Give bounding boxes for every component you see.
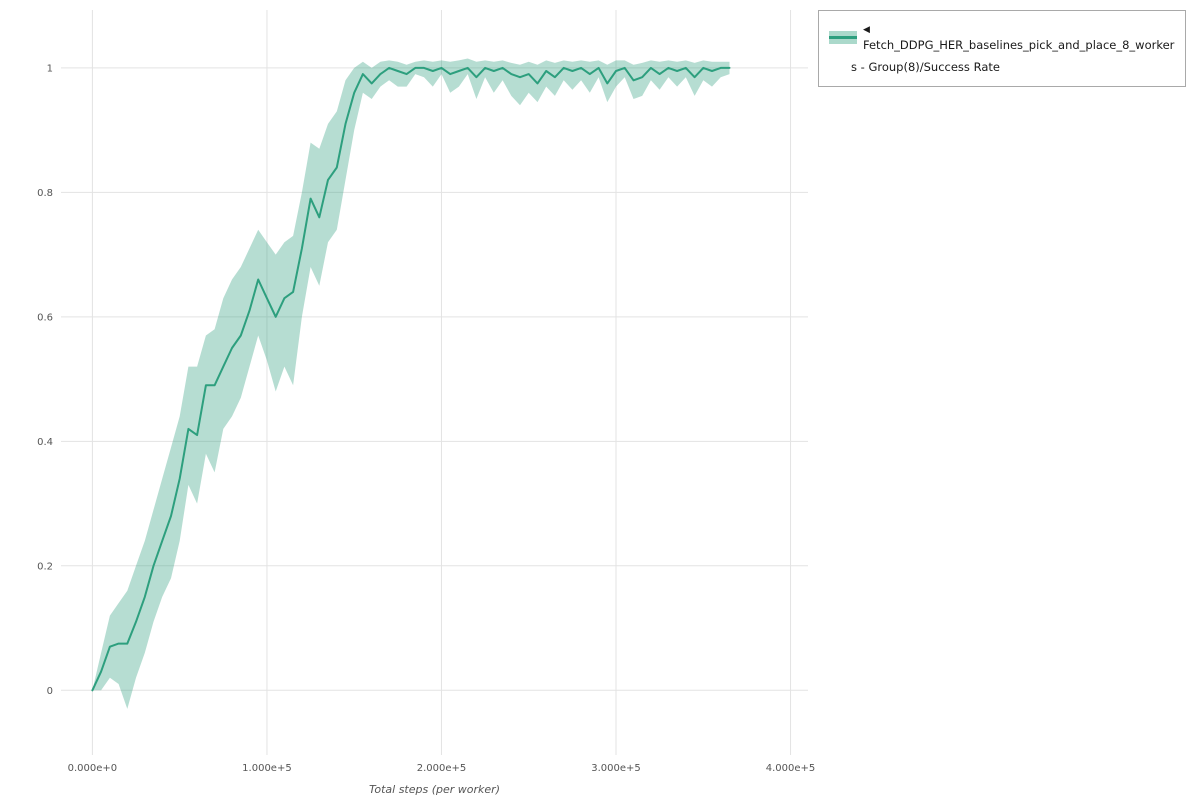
svg-text:0.4: 0.4 bbox=[37, 437, 53, 448]
svg-text:1: 1 bbox=[47, 63, 53, 74]
svg-text:0.8: 0.8 bbox=[37, 188, 53, 199]
svg-text:0: 0 bbox=[47, 686, 53, 697]
svg-text:3.000e+5: 3.000e+5 bbox=[591, 763, 641, 774]
legend-text-line1: ◀ Fetch_DDPG_HER_baselines_pick_and_plac… bbox=[863, 20, 1175, 55]
svg-text:Total steps (per worker): Total steps (per worker) bbox=[369, 783, 500, 796]
legend-text-line2: s - Group(8)/Success Rate bbox=[851, 59, 1000, 74]
series-swatch-icon bbox=[829, 30, 857, 44]
svg-text:0.2: 0.2 bbox=[37, 561, 53, 572]
svg-text:0.6: 0.6 bbox=[37, 312, 53, 323]
legend[interactable]: ◀ Fetch_DDPG_HER_baselines_pick_and_plac… bbox=[818, 10, 1186, 87]
series-marker-icon: ◀ bbox=[863, 25, 870, 35]
svg-text:2.000e+5: 2.000e+5 bbox=[417, 763, 467, 774]
series-name: Fetch_DDPG_HER_baselines_pick_and_place_… bbox=[863, 38, 1175, 53]
svg-text:1.000e+5: 1.000e+5 bbox=[242, 763, 292, 774]
svg-text:0.000e+0: 0.000e+0 bbox=[68, 763, 118, 774]
legend-row: ◀ Fetch_DDPG_HER_baselines_pick_and_plac… bbox=[829, 20, 1175, 55]
svg-text:4.000e+5: 4.000e+5 bbox=[766, 763, 816, 774]
